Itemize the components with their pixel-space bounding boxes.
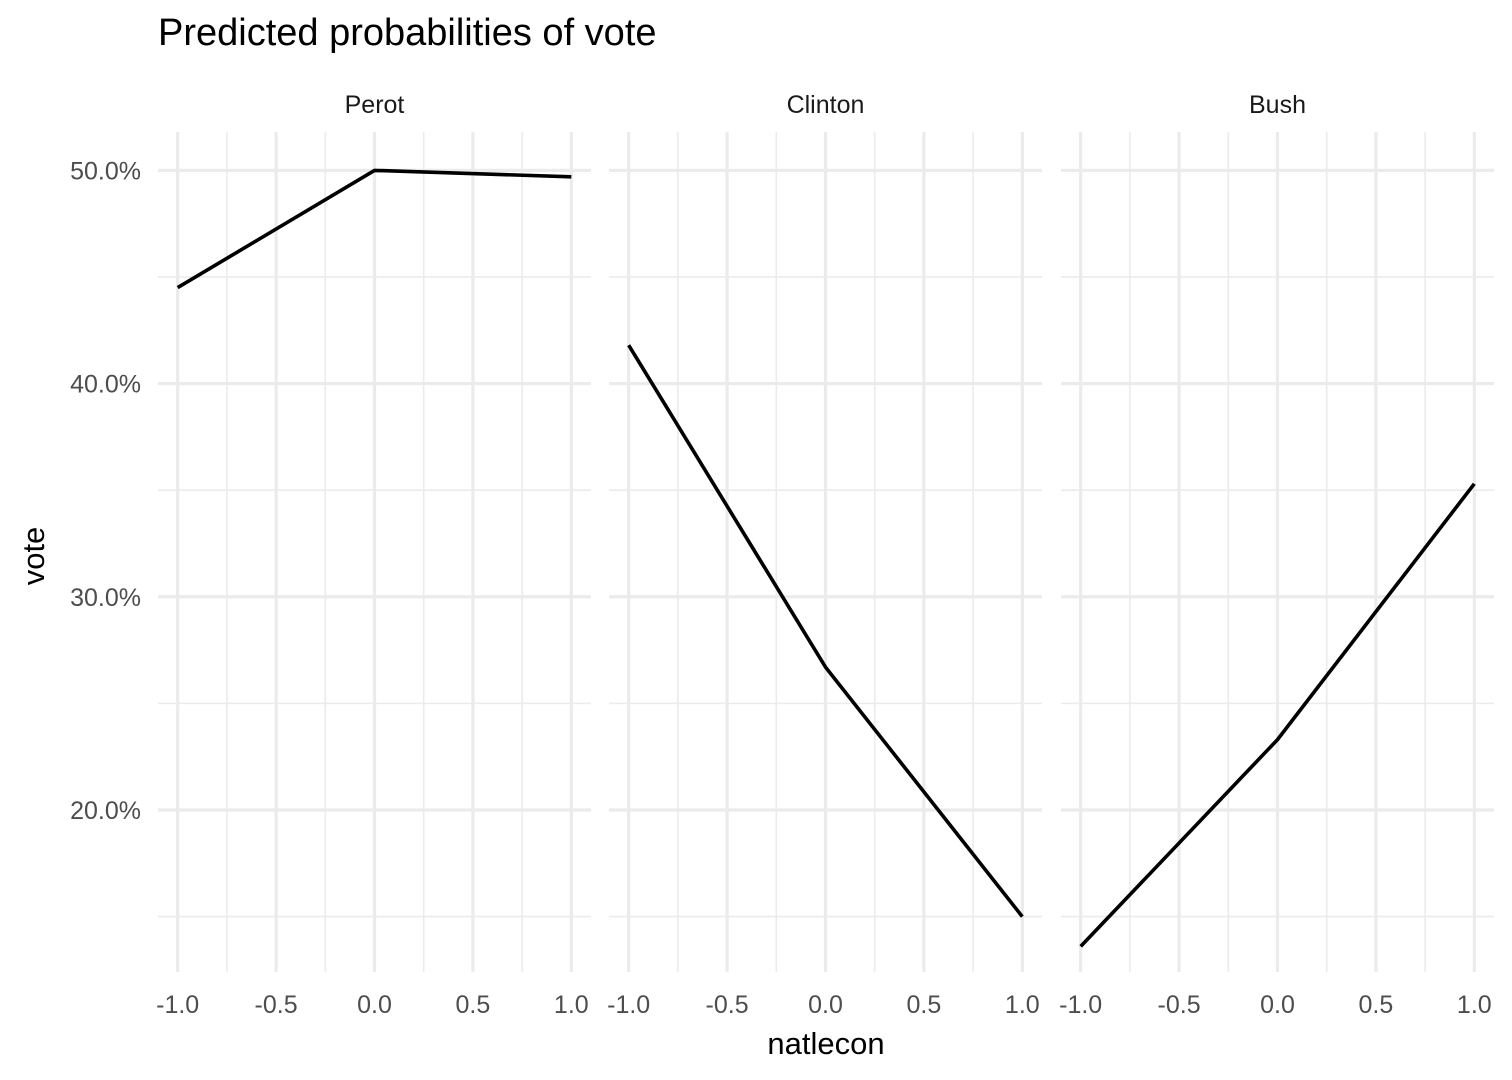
x-tick-label: -0.5 xyxy=(1158,991,1201,1019)
chart-title: Predicted probabilities of vote xyxy=(158,12,657,54)
x-tick-label: -0.5 xyxy=(706,991,749,1019)
series-line-clinton xyxy=(627,344,1024,918)
y-axis-label: vote xyxy=(16,527,51,586)
facet-label-clinton: Clinton xyxy=(787,91,865,119)
series-line-perot xyxy=(176,168,572,290)
label-layer: Perot -1.0 -0.5 0.0 0.5 1.0 Clinton -1.0 -0.5 0.0… xyxy=(70,91,1492,1019)
x-tick-label: 1.0 xyxy=(554,991,589,1019)
y-tick-label: 40.0% xyxy=(70,371,141,399)
x-tick-label: 1.0 xyxy=(1005,991,1040,1019)
x-tick-label: 1.0 xyxy=(1457,991,1492,1019)
x-tick-label: 0.5 xyxy=(1359,991,1394,1019)
facet-label-bush: Bush xyxy=(1249,91,1306,119)
x-tick-label: -1.0 xyxy=(156,991,199,1019)
series-line-bush xyxy=(1079,482,1476,948)
x-tick-label: -1.0 xyxy=(607,991,650,1019)
x-tick-label: 0.0 xyxy=(808,991,843,1019)
x-axis-label: natlecon xyxy=(767,1026,884,1061)
y-tick-label: 20.0% xyxy=(70,797,141,825)
y-tick-label: 50.0% xyxy=(70,157,141,185)
x-tick-label: 0.5 xyxy=(907,991,942,1019)
x-tick-label: 0.0 xyxy=(1260,991,1295,1019)
x-tick-label: -1.0 xyxy=(1059,991,1102,1019)
x-tick-label: -0.5 xyxy=(255,991,298,1019)
facet-label-perot: Perot xyxy=(345,91,405,119)
series-layer xyxy=(176,168,1476,948)
x-tick-label: 0.5 xyxy=(456,991,491,1019)
grid-layer xyxy=(158,132,1494,972)
x-tick-label: 0.0 xyxy=(357,991,392,1019)
y-tick-label: 30.0% xyxy=(70,584,141,612)
